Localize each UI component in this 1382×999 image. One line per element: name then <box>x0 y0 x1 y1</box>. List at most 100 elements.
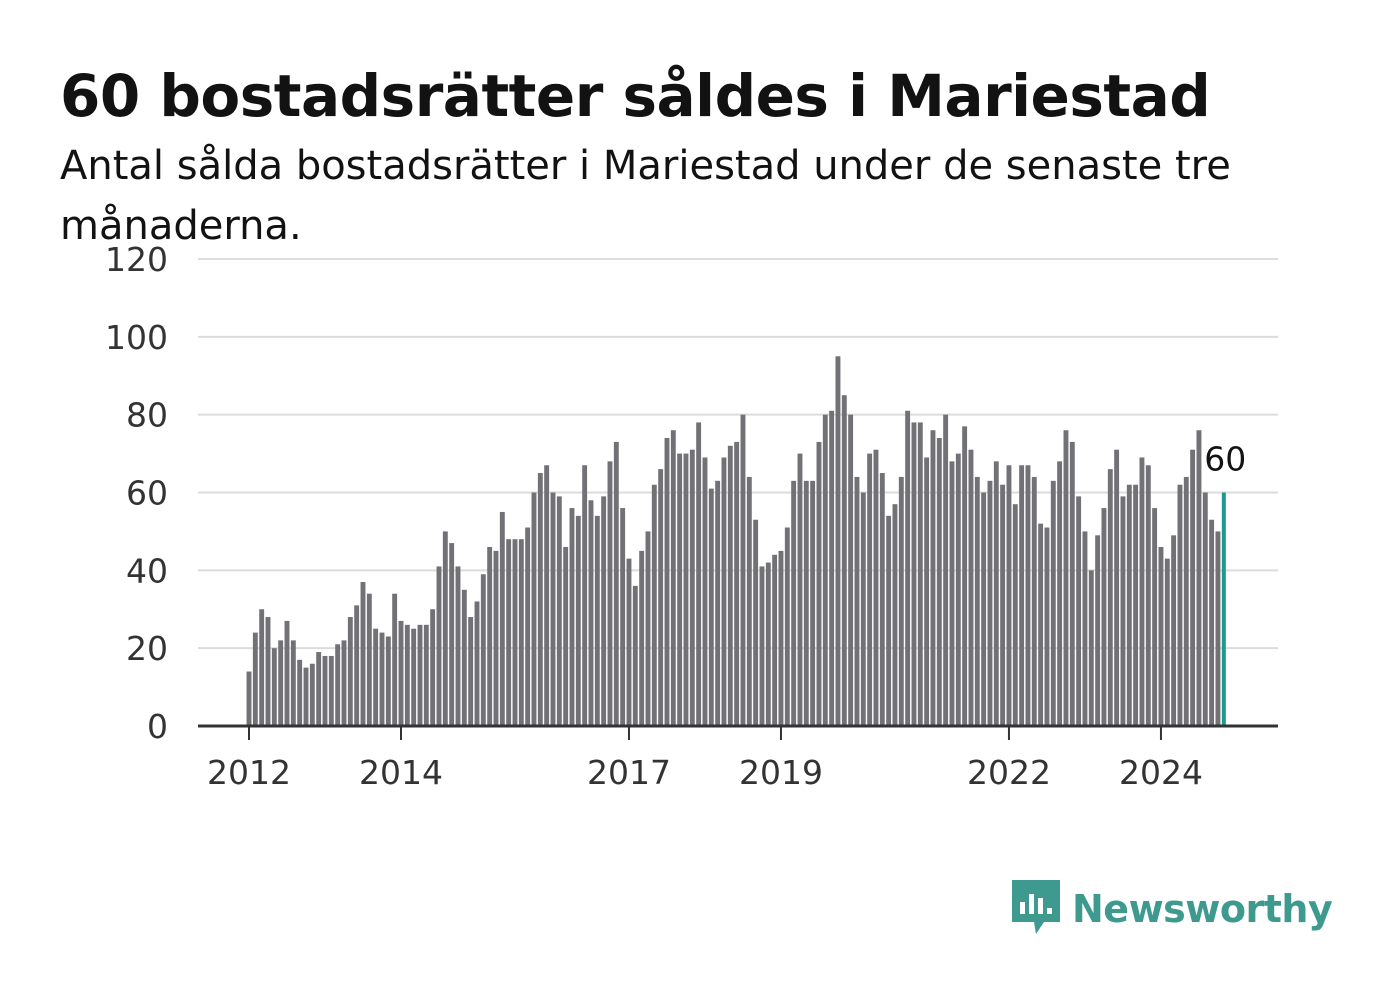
bar <box>620 508 626 726</box>
bar <box>879 473 885 726</box>
bar <box>468 617 474 726</box>
bar <box>658 469 664 726</box>
bar <box>987 480 993 726</box>
bar <box>1152 508 1158 726</box>
bar <box>765 562 771 726</box>
bar <box>664 438 670 726</box>
bar <box>537 473 543 726</box>
bar <box>778 550 784 727</box>
bar <box>1164 558 1170 726</box>
bar <box>1107 469 1113 726</box>
bar <box>1082 531 1088 726</box>
bar <box>841 395 847 726</box>
bar <box>734 441 740 726</box>
bar <box>1057 461 1063 726</box>
bar <box>411 628 417 726</box>
bar <box>601 496 607 726</box>
bar-highlight <box>1221 492 1226 726</box>
bar <box>854 476 860 726</box>
bar <box>1038 523 1044 726</box>
bar <box>974 476 980 726</box>
bar <box>480 574 486 726</box>
bar <box>1031 476 1037 726</box>
bar <box>810 480 816 726</box>
bar <box>1095 535 1101 726</box>
bar <box>373 628 379 726</box>
bar <box>487 546 493 726</box>
bar <box>1126 484 1132 726</box>
bar <box>981 492 987 726</box>
bar <box>398 620 404 726</box>
x-tick-label: 2022 <box>967 753 1051 792</box>
bar <box>278 640 284 726</box>
brand-name: Newsworthy <box>1072 887 1333 931</box>
bar <box>575 515 581 726</box>
bar <box>1076 496 1082 726</box>
bar <box>1209 519 1215 726</box>
bar <box>1019 465 1025 726</box>
bar <box>715 480 721 726</box>
bar <box>455 566 461 726</box>
bar <box>797 453 803 726</box>
y-tick-label: 0 <box>147 707 168 746</box>
bar <box>531 492 537 726</box>
bar <box>993 461 999 726</box>
bar <box>702 457 708 726</box>
highlight-value-label: 60 <box>1204 440 1246 479</box>
bar <box>284 620 290 726</box>
y-tick-label: 40 <box>126 551 168 590</box>
chart-title: 60 bostadsrätter såldes i Mariestad <box>60 62 1211 130</box>
bar <box>493 550 499 727</box>
bar <box>563 546 569 726</box>
bar <box>829 410 835 726</box>
bar <box>892 504 898 726</box>
bar <box>1006 465 1012 726</box>
bar <box>949 461 955 726</box>
bar <box>670 430 676 726</box>
bar <box>607 461 613 726</box>
bar <box>1190 449 1196 726</box>
bar <box>259 609 265 726</box>
x-tick-label: 2014 <box>359 753 443 792</box>
bar <box>354 605 360 726</box>
bar <box>968 449 974 726</box>
bar <box>955 453 961 726</box>
bar <box>1145 465 1151 726</box>
bar <box>246 671 252 726</box>
bar <box>822 414 828 726</box>
bars <box>246 356 1226 727</box>
bar <box>499 511 505 726</box>
y-tick-label: 60 <box>126 474 168 513</box>
bar <box>430 609 436 726</box>
bar <box>683 453 689 726</box>
bar <box>1177 484 1183 726</box>
bar <box>626 558 632 726</box>
bar <box>708 488 714 726</box>
bar <box>366 593 372 726</box>
bar <box>651 484 657 726</box>
bar <box>1101 508 1107 726</box>
bar <box>290 640 296 726</box>
axes: 0 20 40 60 80 100 120 60 2012 2014 2017 2019 2022 202… <box>105 240 1278 792</box>
bar <box>803 480 809 726</box>
bar <box>252 632 258 726</box>
bar <box>474 601 480 726</box>
bar <box>322 655 328 726</box>
bar <box>791 480 797 726</box>
brand: Newsworthy <box>1010 876 1333 942</box>
bar <box>1158 546 1164 726</box>
bar <box>328 655 334 726</box>
newsworthy-logo-icon <box>1010 876 1062 942</box>
bar <box>924 457 930 726</box>
y-tick-label: 80 <box>126 396 168 435</box>
bar <box>721 457 727 726</box>
bar <box>1133 484 1139 726</box>
bar <box>905 410 911 726</box>
bar <box>544 465 550 726</box>
x-tick-label: 2017 <box>587 753 671 792</box>
bar <box>506 539 512 726</box>
bar <box>1012 504 1018 726</box>
bar <box>588 500 594 726</box>
bar <box>613 441 619 726</box>
bar <box>962 426 968 726</box>
